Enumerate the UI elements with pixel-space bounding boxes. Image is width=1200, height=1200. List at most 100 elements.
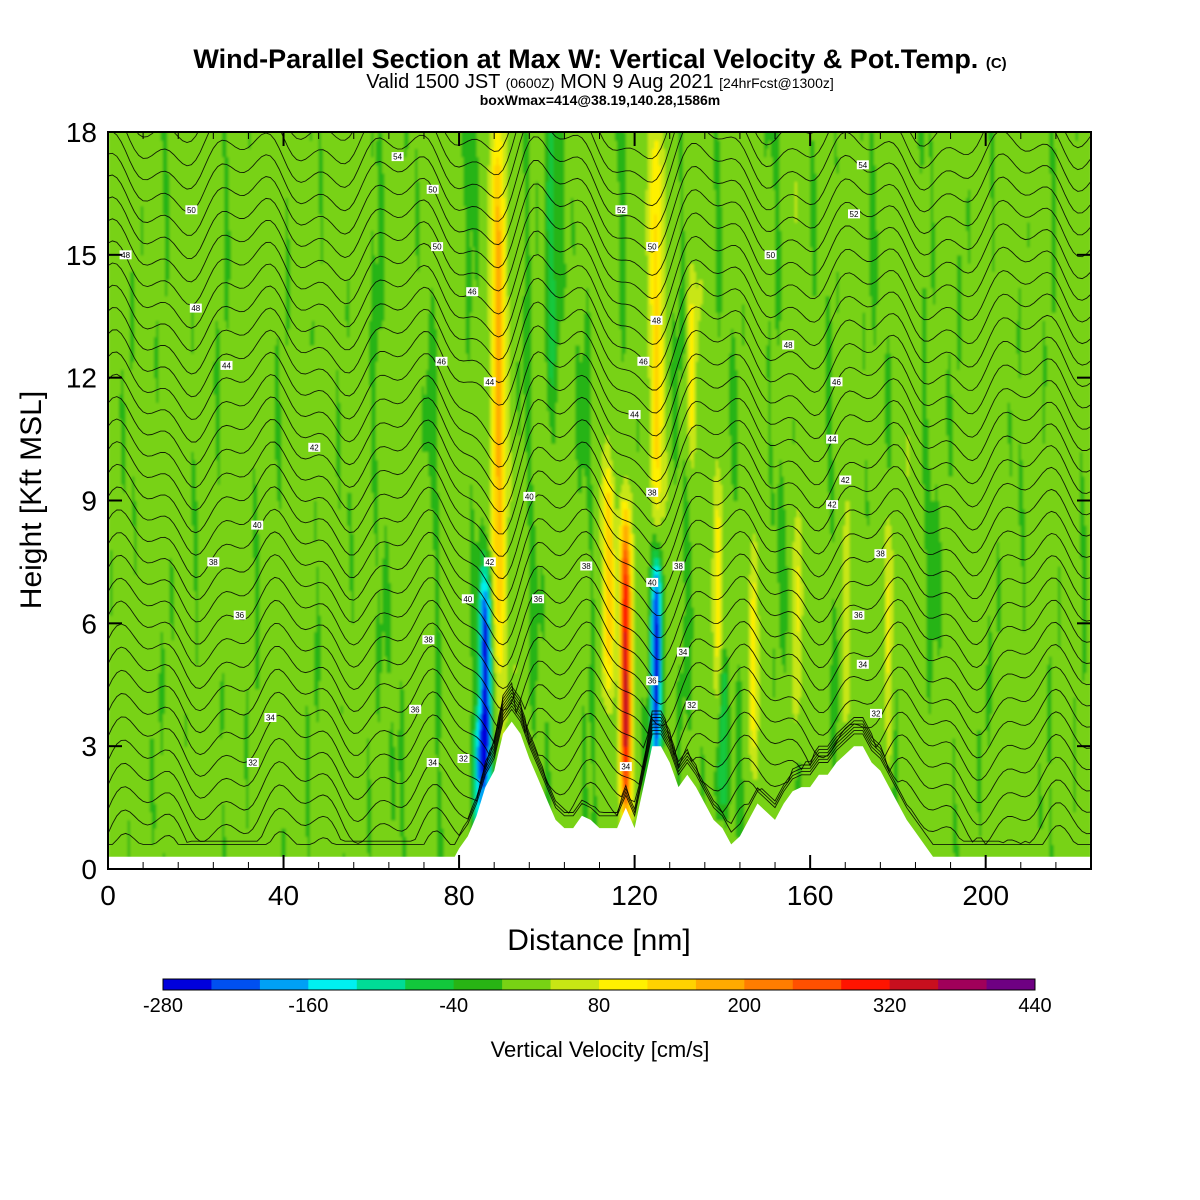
contour-label-text: 44 — [485, 378, 494, 387]
colorbar-swatch — [308, 979, 358, 990]
contour-label-text: 40 — [648, 578, 657, 587]
y-tick-label: 0 — [81, 854, 97, 885]
colorbar-swatch — [599, 979, 648, 990]
theta-contour — [108, 695, 1091, 803]
contour-label: 36 — [532, 594, 545, 604]
contour-label-text: 44 — [630, 411, 639, 420]
contour-label-text: 38 — [209, 558, 218, 567]
theta-contour — [108, 702, 1091, 846]
colorbar-swatch — [695, 979, 745, 990]
theta-contour — [108, 254, 1091, 345]
contour-label-text: 34 — [858, 660, 867, 669]
contour-label-text: 50 — [766, 251, 775, 260]
contour-label-text: 50 — [187, 206, 196, 215]
theta-contour — [108, 277, 1091, 368]
contour-label: 52 — [615, 205, 628, 215]
theta-contour — [108, 351, 1091, 446]
theta-contour — [108, 553, 1091, 646]
contour-label-text: 48 — [121, 251, 130, 260]
contour-label: 38 — [672, 561, 685, 571]
x-tick-label: 200 — [962, 880, 1009, 911]
contour-label-text: 32 — [459, 755, 468, 764]
contour-label-text: 48 — [652, 316, 661, 325]
x-axis-title: Distance [nm] — [507, 924, 690, 957]
contour-label: 50 — [764, 250, 777, 260]
contour-label: 48 — [189, 303, 202, 313]
colorbar-label: 200 — [728, 995, 761, 1017]
terrain — [108, 721, 1091, 869]
theta-contour — [108, 486, 1091, 580]
theta-contour — [108, 688, 1091, 759]
contour-label-text: 42 — [841, 476, 850, 485]
contour-label-text: 46 — [437, 357, 446, 366]
contour-label-text: 38 — [424, 636, 433, 645]
contour-label-text: 48 — [191, 304, 200, 313]
contour-label-text: 54 — [858, 161, 867, 170]
colorbar-swatch — [792, 979, 842, 990]
colorbar-swatch — [163, 979, 212, 990]
contour-label-text: 32 — [687, 701, 696, 710]
colorbar-swatch — [647, 979, 697, 990]
contour-label: 40 — [251, 520, 264, 530]
contour-label: 52 — [848, 209, 860, 219]
contour-label-text: 40 — [525, 492, 534, 501]
contour-label-text: 40 — [253, 521, 262, 530]
colorbar-swatch — [986, 979, 1036, 990]
contour-label-text: 34 — [266, 714, 275, 723]
theta-contour — [108, 418, 1091, 513]
contour-label: 32 — [457, 754, 470, 764]
x-tick-label: 80 — [443, 880, 474, 911]
contour-label: 38 — [580, 561, 593, 571]
contour-label: 36 — [233, 610, 246, 620]
contour-label: 42 — [839, 475, 852, 485]
colorbar-swatch — [356, 979, 406, 990]
contour-label: 38 — [422, 635, 435, 645]
colorbar-label: 80 — [588, 995, 610, 1017]
contour-label-text: 38 — [648, 488, 657, 497]
copyright-mark: (C) — [986, 55, 1007, 72]
contour-label-text: 34 — [428, 759, 437, 768]
contour-label: 38 — [646, 487, 659, 497]
contour-label-text: 38 — [582, 562, 591, 571]
contour-label-text: 46 — [468, 288, 477, 297]
theta-contour — [108, 576, 1091, 668]
contour-label: 40 — [461, 594, 474, 604]
contour-label-text: 34 — [678, 648, 687, 657]
x-tick-label: 160 — [787, 880, 834, 911]
colorbar-swatch — [550, 979, 600, 990]
contour-label: 50 — [426, 184, 439, 194]
y-tick-label: 15 — [66, 240, 97, 271]
contour-label-text: 42 — [828, 501, 837, 510]
contour-label: 48 — [782, 340, 795, 350]
colorbar-swatch — [502, 979, 552, 990]
valid-time-subtitle: Valid 1500 JST (0600Z) MON 9 Aug 2021 [2… — [0, 71, 1200, 94]
contour-label: 34 — [264, 713, 277, 723]
theta-contour — [108, 132, 1091, 207]
contour-label-text: 46 — [639, 357, 648, 366]
contour-label: 34 — [426, 758, 439, 768]
theta-contour — [108, 621, 1091, 711]
y-tick-label: 6 — [81, 608, 97, 639]
theta-contour — [108, 183, 1091, 276]
contour-labels: 54 50 48 48 44 42 40 38 36 34 32 50 50 46 46 44 42 40 38 36… — [119, 152, 887, 772]
chart-title: Wind-Parallel Section at Max W: Vertical… — [0, 44, 1200, 75]
colorbar-title: Vertical Velocity [cm/s] — [491, 1037, 710, 1062]
terrain-profile — [108, 721, 1091, 869]
contour-label: 50 — [185, 205, 198, 215]
contour-label: 44 — [628, 410, 641, 420]
theta-contour — [108, 508, 1091, 602]
contour-label-text: 48 — [784, 341, 793, 350]
contour-label-text: 52 — [617, 206, 626, 215]
contour-label: 38 — [874, 549, 887, 559]
contour-label: 34 — [676, 647, 689, 657]
theta-contour — [108, 708, 1091, 845]
theta-contour — [108, 698, 1091, 826]
contour-label: 36 — [646, 676, 659, 686]
contour-label-text: 54 — [393, 153, 402, 162]
contour-label: 44 — [220, 360, 233, 370]
contour-label: 54 — [391, 152, 404, 162]
contour-label: 32 — [685, 700, 698, 710]
theta-contour — [108, 531, 1091, 624]
